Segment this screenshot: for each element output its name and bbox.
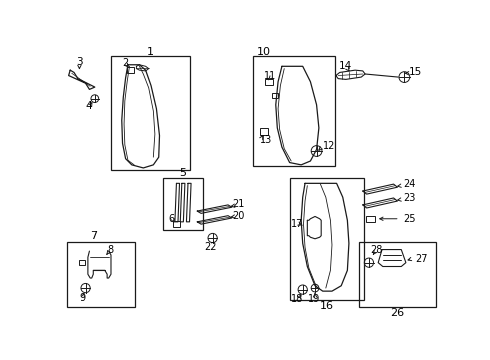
Text: 5: 5 bbox=[179, 168, 186, 178]
Text: 28: 28 bbox=[370, 244, 383, 255]
Text: 3: 3 bbox=[76, 58, 83, 67]
Bar bbox=[265, 78, 273, 85]
Text: 21: 21 bbox=[232, 199, 244, 209]
Text: 18: 18 bbox=[291, 294, 303, 304]
Text: 25: 25 bbox=[404, 214, 416, 224]
Bar bbox=[260, 128, 269, 135]
Text: 2: 2 bbox=[122, 58, 129, 68]
Bar bbox=[253, 56, 335, 166]
Text: 14: 14 bbox=[339, 61, 352, 71]
Bar bbox=[366, 216, 375, 222]
Bar bbox=[67, 242, 135, 306]
Text: 6: 6 bbox=[169, 214, 175, 224]
Text: 1: 1 bbox=[147, 48, 154, 58]
Text: 16: 16 bbox=[320, 301, 334, 311]
Text: 15: 15 bbox=[409, 67, 422, 77]
Text: 10: 10 bbox=[257, 47, 270, 57]
Text: 13: 13 bbox=[260, 135, 272, 145]
Text: 17: 17 bbox=[291, 219, 303, 229]
Bar bbox=[163, 178, 203, 230]
Bar bbox=[271, 93, 278, 98]
Bar bbox=[172, 221, 180, 227]
Bar bbox=[290, 178, 365, 300]
Bar bbox=[359, 242, 436, 306]
Text: 4: 4 bbox=[85, 101, 92, 111]
Text: 11: 11 bbox=[264, 71, 276, 81]
Text: 22: 22 bbox=[204, 242, 217, 252]
Text: 12: 12 bbox=[323, 141, 335, 150]
Text: 27: 27 bbox=[415, 254, 428, 264]
Text: 26: 26 bbox=[391, 308, 404, 318]
Bar bbox=[111, 56, 190, 170]
Text: 7: 7 bbox=[90, 231, 97, 241]
Text: 8: 8 bbox=[107, 244, 113, 255]
Text: 19: 19 bbox=[308, 294, 320, 304]
Bar bbox=[78, 260, 85, 265]
Text: 23: 23 bbox=[404, 193, 416, 203]
Text: 24: 24 bbox=[404, 179, 416, 189]
Text: 20: 20 bbox=[232, 211, 244, 221]
Bar bbox=[127, 67, 134, 73]
Text: 9: 9 bbox=[79, 293, 86, 303]
